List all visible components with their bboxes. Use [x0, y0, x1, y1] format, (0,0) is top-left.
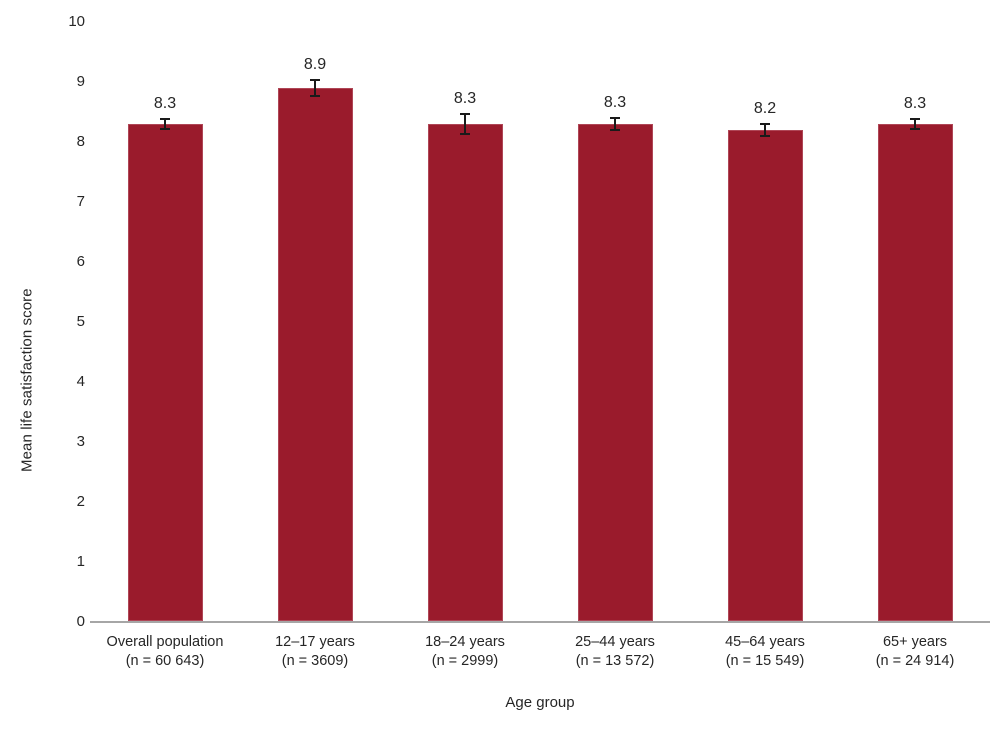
y-tick-label: 0: [76, 613, 85, 630]
category-name: 12–17 years: [275, 634, 355, 650]
x-axis-line: [90, 621, 990, 623]
error-cap-top: [610, 117, 620, 119]
category-label: Overall population (n = 60 643): [85, 633, 245, 671]
category-n-label: (n = 13 572): [575, 653, 655, 669]
category-name: 65+ years: [882, 634, 948, 650]
error-cap-bottom: [460, 132, 470, 135]
error-cap-bottom: [160, 127, 170, 130]
y-tick-label: 9: [76, 73, 85, 90]
error-cap-bottom: [310, 94, 320, 97]
bar: [577, 124, 653, 621]
category-label: 65+ years (n = 24 914): [835, 633, 995, 671]
bar-value-label: 8.3: [903, 94, 927, 112]
category-label: 25–44 years (n = 13 572): [535, 633, 695, 671]
bar-value-label: 8.3: [603, 94, 627, 111]
category-name: 45–64 years: [725, 634, 805, 650]
bar: [277, 88, 353, 621]
y-tick-label: 5: [76, 313, 85, 330]
bar-value-label: 8.2: [753, 100, 777, 117]
category-n-label: (n = 3609): [281, 653, 349, 669]
category-name: Overall population: [106, 634, 224, 650]
category-n-label: (n = 2999): [431, 653, 499, 669]
error-cap-top: [760, 123, 770, 125]
bar: [427, 124, 503, 621]
bar-value-label: 8.3: [153, 95, 177, 113]
bar: [877, 124, 953, 621]
error-cap-bottom: [760, 135, 770, 137]
y-tick-label: 2: [76, 493, 85, 510]
category-label: 12–17 years (n = 3609): [235, 633, 395, 671]
y-tick-label: 3: [76, 433, 85, 450]
category-n-label: (n = 15 549): [725, 653, 805, 669]
bar: [727, 130, 803, 621]
category-n-label: (n = 24 914): [875, 653, 955, 669]
y-tick-label: 4: [76, 373, 85, 390]
x-axis-title: Age group: [505, 694, 575, 711]
error-cap-bottom: [910, 128, 920, 131]
category-n-label: (n = 60 643): [125, 653, 205, 669]
bar: [127, 124, 203, 621]
y-tick-label: 6: [76, 253, 85, 270]
error-cap-top: [460, 113, 470, 116]
error-bar: [164, 119, 166, 129]
bar-value-label: 8.9: [303, 56, 327, 74]
y-tick-label: 7: [76, 193, 85, 210]
y-tick-label: 8: [76, 133, 85, 150]
error-bar: [764, 124, 766, 136]
error-bar: [614, 118, 616, 130]
error-bar: [314, 80, 316, 96]
error-bar: [464, 114, 466, 134]
category-label: 18–24 years (n = 2999): [385, 633, 545, 671]
error-cap-top: [160, 118, 170, 121]
error-cap-top: [310, 79, 320, 82]
error-cap-bottom: [610, 129, 620, 131]
category-name: 25–44 years: [575, 634, 655, 650]
y-tick-label: 1: [76, 553, 85, 570]
bar-value-label: 8.3: [453, 90, 477, 108]
category-label: 45–64 years (n = 15 549): [685, 633, 845, 671]
y-tick-label: 10: [68, 13, 85, 30]
category-name: 18–24 years: [425, 634, 505, 650]
error-cap-top: [910, 117, 920, 120]
error-bar: [914, 118, 916, 130]
